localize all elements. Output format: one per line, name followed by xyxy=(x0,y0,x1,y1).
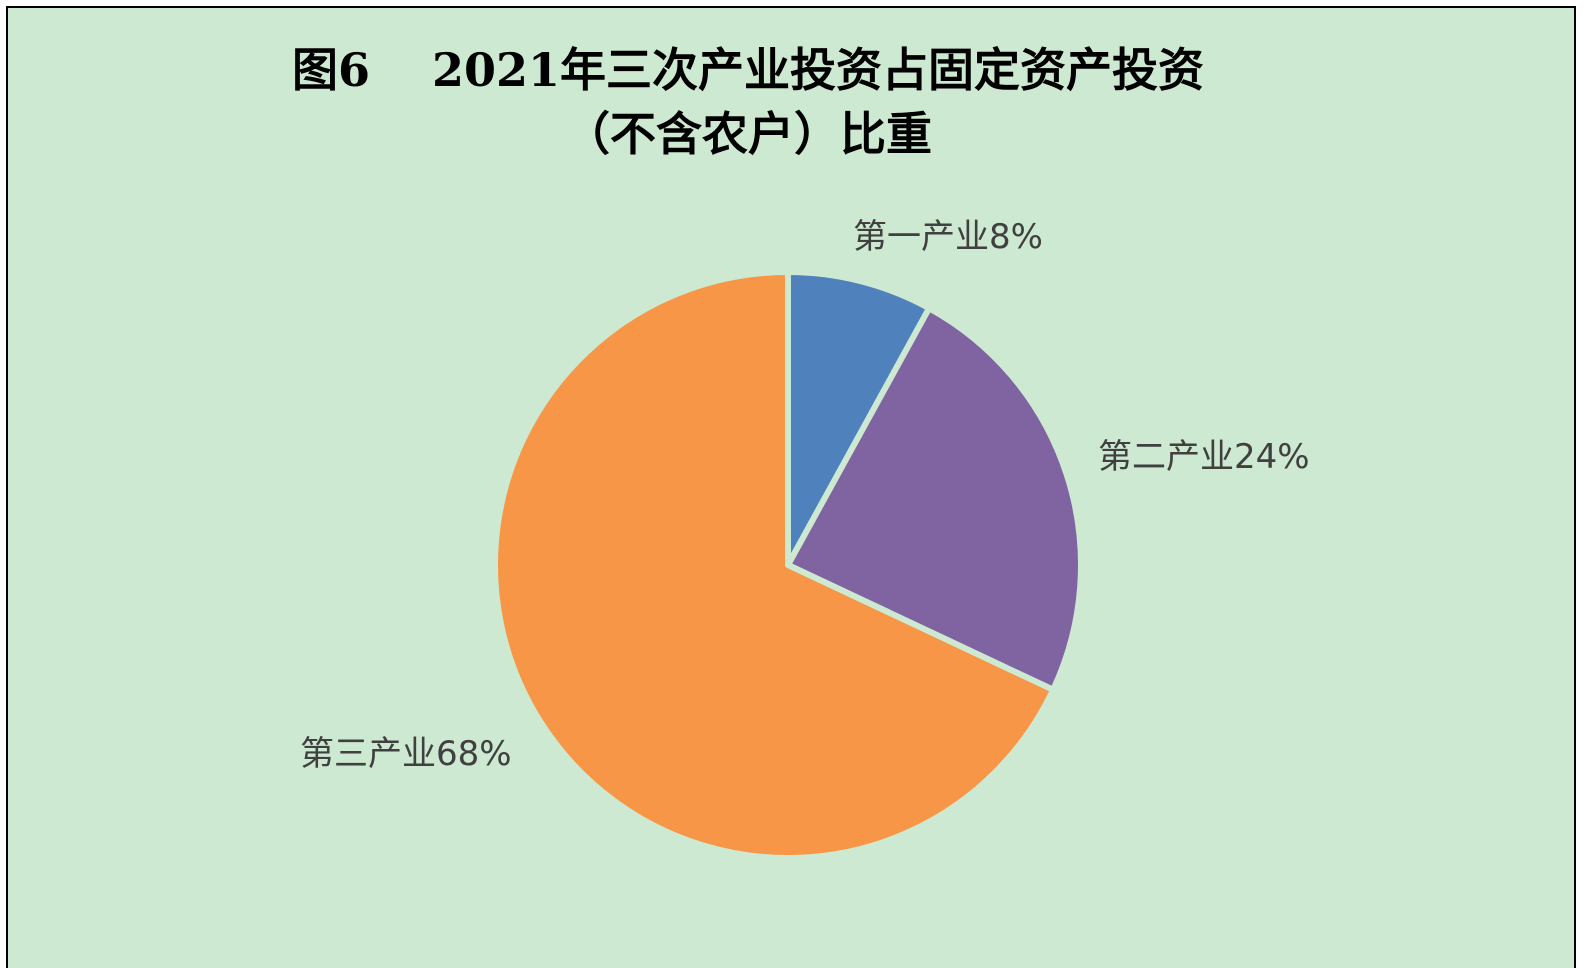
pie-slice-2 xyxy=(785,305,1084,693)
chart-title-line-1: 图6 2021年三次产业投资占固定资产投资 xyxy=(291,43,1205,97)
pie-slices xyxy=(492,269,1084,861)
pie-slice-3 xyxy=(492,269,1057,861)
pie-labels: 第一产业8% 第二产业24% 第三产业68% xyxy=(300,217,1310,774)
pie-slice-label-2: 第二产业24% xyxy=(1098,437,1310,477)
chart-title-line-2: （不含农户）比重 xyxy=(564,107,932,161)
pie-slice-label-3: 第三产业68% xyxy=(300,734,512,774)
pie-chart: 第一产业8% 第二产业24% 第三产业68% xyxy=(300,217,1310,861)
chart-title: 图6 2021年三次产业投资占固定资产投资 （不含农户）比重 xyxy=(8,38,1488,166)
pie-slice-1 xyxy=(785,269,933,568)
pie-slice-label-1: 第一产业8% xyxy=(853,217,1043,257)
chart-frame: 图6 2021年三次产业投资占固定资产投资 （不含农户）比重 第一产业8% 第二产… xyxy=(6,6,1576,968)
